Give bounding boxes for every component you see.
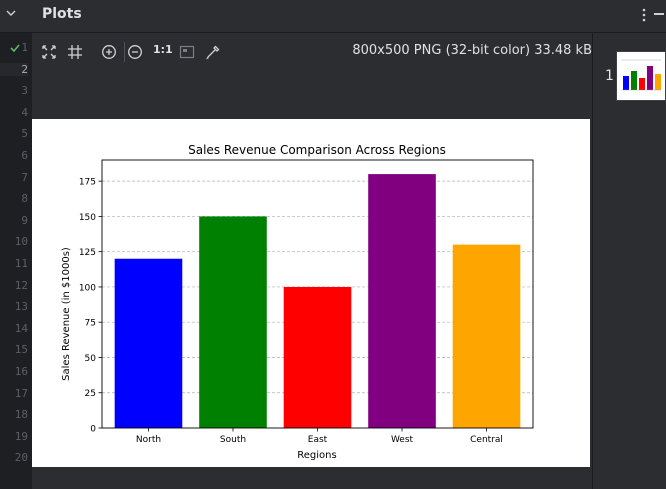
editor-gutter: 1 2 3 4 5 6 7 8 9 10 11 12 13 14 15 16 17 18 19 20 xyxy=(0,33,32,489)
background-icon[interactable] xyxy=(179,44,195,60)
thumbnail-number: 1 xyxy=(605,68,614,84)
zoom-in-icon[interactable] xyxy=(101,44,117,60)
line-number: 10 xyxy=(14,235,28,249)
bar-south xyxy=(199,216,267,428)
line-number: 14 xyxy=(14,321,28,335)
axes-frame xyxy=(101,159,534,429)
line-number: 7 xyxy=(21,170,28,184)
line-number: 17 xyxy=(14,386,28,400)
line-number: 8 xyxy=(21,192,28,206)
line-number: 19 xyxy=(14,429,28,443)
chevron-down-icon[interactable] xyxy=(4,6,18,20)
toolbar-separator xyxy=(124,42,125,62)
line-number: 2 xyxy=(0,62,28,76)
plots-panel: 1:1 800x500 PNG (32-bit color) 33.48 kB … xyxy=(32,33,592,489)
line-number: 5 xyxy=(21,127,28,141)
x-tick-label: Central xyxy=(470,435,503,445)
crop-grid-icon[interactable] xyxy=(67,44,83,60)
line-number: 4 xyxy=(21,105,28,119)
line-number: 1 xyxy=(21,41,28,54)
x-tick-label: South xyxy=(220,435,246,445)
chart-title: Sales Revenue Comparison Across Regions xyxy=(188,143,446,157)
bar-north xyxy=(114,258,183,428)
check-icon xyxy=(10,44,20,53)
line-number: 12 xyxy=(14,278,28,292)
line-number: 16 xyxy=(14,365,28,378)
y-tick-label: 125 xyxy=(79,248,96,258)
panel-title: Plots xyxy=(42,6,82,22)
zoom-out-icon[interactable] xyxy=(127,44,143,60)
line-number: 9 xyxy=(21,213,28,227)
x-tick-label: North xyxy=(136,435,161,445)
bar-west xyxy=(368,174,436,428)
thumbnail-chart-icon xyxy=(621,59,661,91)
line-number: 11 xyxy=(14,257,28,270)
plot-thumbnail[interactable] xyxy=(616,51,666,101)
y-tick-label: 150 xyxy=(79,213,96,223)
y-axis-label: Sales Revenue (in $1000s) xyxy=(61,247,72,381)
y-tick-label: 50 xyxy=(85,354,97,364)
y-tick-label: 175 xyxy=(79,178,96,188)
color-picker-icon[interactable] xyxy=(205,44,221,60)
actual-size-button[interactable]: 1:1 xyxy=(153,43,173,56)
plots-toolbar: 1:1 800x500 PNG (32-bit color) 33.48 kB xyxy=(32,33,592,71)
bar-east xyxy=(283,286,352,428)
x-tick-label: East xyxy=(308,435,328,445)
more-options-icon[interactable] xyxy=(641,7,647,23)
y-tick-label: 0 xyxy=(90,425,96,435)
image-info: 800x500 PNG (32-bit color) 33.48 kB xyxy=(352,43,592,58)
line-number: 15 xyxy=(14,343,28,357)
line-number: 20 xyxy=(14,451,28,465)
plots-toolwindow-header: Plots xyxy=(0,0,666,33)
y-tick-label: 75 xyxy=(85,319,96,329)
x-tick-label: West xyxy=(391,435,414,445)
line-number: 18 xyxy=(14,408,28,422)
thumbnails-panel: 1 xyxy=(592,33,666,489)
line-number: 13 xyxy=(14,300,28,314)
x-axis-label: Regions xyxy=(297,450,336,461)
y-tick-label: 25 xyxy=(85,389,96,399)
bar-chart: Sales Revenue Comparison Across Regions … xyxy=(61,143,534,461)
bar-central xyxy=(452,244,521,428)
plot-image: Sales Revenue Comparison Across Regions … xyxy=(32,119,590,467)
y-tick-label: 100 xyxy=(79,283,96,293)
line-number: 6 xyxy=(21,149,28,162)
line-number: 3 xyxy=(21,84,28,98)
hide-panel-icon[interactable] xyxy=(654,13,664,15)
fit-view-icon[interactable] xyxy=(41,44,57,60)
